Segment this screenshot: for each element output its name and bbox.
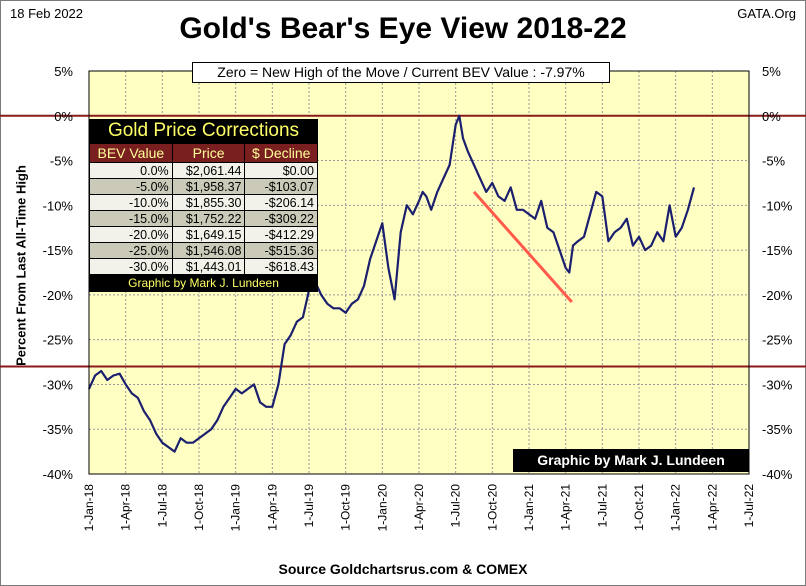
corrections-title: Gold Price Corrections bbox=[107, 120, 300, 141]
reference-lines bbox=[0, 114, 806, 368]
price-cell: $2,061.44 bbox=[171, 162, 246, 179]
header-bev: BEV Value bbox=[89, 143, 173, 163]
y-tick-label-left: 0% bbox=[54, 109, 73, 124]
x-tick-label: 1-Jan-19 bbox=[229, 484, 243, 532]
date-label: 18 Feb 2022 bbox=[10, 6, 84, 21]
header-price: Price bbox=[171, 143, 246, 163]
x-tick-label: 1-Jan-21 bbox=[522, 484, 536, 532]
table-row: -25.0% $1,546.08 -$515.36 bbox=[89, 242, 318, 259]
y-tick-label-right: -35% bbox=[762, 422, 793, 437]
bev-cell: -5.0% bbox=[89, 178, 173, 195]
y-tick-label-left: 5% bbox=[54, 64, 73, 79]
price-cell: $1,752.22 bbox=[171, 210, 246, 227]
series-layer bbox=[87, 114, 696, 453]
source-label: GATA.Org bbox=[737, 6, 796, 21]
x-tick-label: 1-Apr-19 bbox=[265, 484, 279, 531]
price-cell: $1,546.08 bbox=[171, 242, 246, 259]
x-tick-label: 1-Apr-22 bbox=[705, 484, 719, 531]
y-tick-label-left: -30% bbox=[43, 377, 74, 392]
y-tick-label-left: -10% bbox=[43, 198, 74, 213]
y-tick-label-right: -40% bbox=[762, 467, 793, 482]
y-tick-label-left: -35% bbox=[43, 422, 74, 437]
y-tick-label-right: 5% bbox=[762, 64, 781, 79]
table-row: -30.0% $1,443.01 -$618.43 bbox=[89, 258, 318, 275]
corrections-credit: Graphic by Mark J. Lundeen bbox=[128, 276, 279, 290]
decline-cell: -$618.43 bbox=[244, 258, 318, 275]
price-cell: $1,958.37 bbox=[171, 178, 246, 195]
x-tick-label: 1-Jan-20 bbox=[375, 484, 389, 532]
x-tick-label: 1-Jul-19 bbox=[302, 484, 316, 528]
x-tick-label: 1-Jul-21 bbox=[595, 484, 609, 528]
chart-title: Gold's Bear's Eye View 2018-22 bbox=[179, 12, 627, 45]
y-tick-label-right: 0% bbox=[762, 109, 781, 124]
bev-cell: -30.0% bbox=[89, 258, 173, 275]
bev-cell: -15.0% bbox=[89, 210, 173, 227]
table-row: -10.0% $1,855.30 -$206.14 bbox=[89, 194, 318, 211]
y-tick-label-right: -30% bbox=[762, 377, 793, 392]
decline-cell: $0.00 bbox=[244, 162, 318, 179]
y-tick-label-left: -20% bbox=[43, 288, 74, 303]
corrections-header-row: BEV Value Price $ Decline bbox=[89, 143, 318, 163]
decline-cell: -$103.07 bbox=[244, 178, 318, 195]
price-cell: $1,855.30 bbox=[171, 194, 246, 211]
price-cell: $1,443.01 bbox=[171, 258, 246, 275]
y-tick-label-left: -5% bbox=[50, 154, 74, 169]
x-tick-label: 1-Apr-20 bbox=[412, 484, 426, 531]
decline-cell: -$515.36 bbox=[244, 242, 318, 259]
x-tick-label: 1-Jan-22 bbox=[669, 484, 683, 532]
y-tick-label-left: -40% bbox=[43, 467, 74, 482]
y-axis-label: Percent From Last All-Time High bbox=[13, 165, 29, 366]
table-row: -15.0% $1,752.22 -$309.22 bbox=[89, 210, 318, 227]
decline-cell: -$412.29 bbox=[244, 226, 318, 243]
x-tick-label: 1-Jan-18 bbox=[82, 484, 96, 532]
x-tick-label: 1-Jul-20 bbox=[449, 484, 463, 528]
y-tick-label-right: -10% bbox=[762, 198, 793, 213]
decline-cell: -$309.22 bbox=[244, 210, 318, 227]
x-tick-label: 1-Jul-22 bbox=[742, 484, 756, 528]
y-tick-label-left: -15% bbox=[43, 243, 74, 258]
x-tick-label: 1-Apr-21 bbox=[559, 484, 573, 531]
gold-corrections-table: Gold Price Corrections BEV Value Price $… bbox=[89, 119, 318, 292]
graphic-credit: Graphic by Mark J. Lundeen bbox=[513, 449, 749, 472]
table-row: -20.0% $1,649.15 -$412.29 bbox=[89, 226, 318, 243]
y-tick-label-left: -25% bbox=[43, 333, 74, 348]
trend-line bbox=[472, 190, 573, 304]
bev-cell: -25.0% bbox=[89, 242, 173, 259]
bev-cell: -10.0% bbox=[89, 194, 173, 211]
bev-cell: -20.0% bbox=[89, 226, 173, 243]
y-tick-label-right: -5% bbox=[762, 154, 786, 169]
price-cell: $1,649.15 bbox=[171, 226, 246, 243]
bev-note-box: Zero = New High of the Move / Current BE… bbox=[192, 62, 610, 83]
header-decline: $ Decline bbox=[244, 143, 318, 163]
x-tick-label: 1-Jul-18 bbox=[155, 484, 169, 528]
x-tick-label: 1-Apr-18 bbox=[119, 484, 133, 531]
source-footer: Source Goldchartsrus.com & COMEX bbox=[278, 561, 528, 577]
table-row: 0.0% $2,061.44 $0.00 bbox=[89, 162, 318, 179]
table-row: -5.0% $1,958.37 -$103.07 bbox=[89, 178, 318, 195]
corrections-grid: BEV Value Price $ Decline 0.0% $2,061.44… bbox=[89, 143, 318, 275]
x-axis-ticks: 1-Jan-18 1-Apr-18 1-Jul-18 1-Oct-18 1-Jan-19… bbox=[82, 484, 756, 532]
gold-bev-line bbox=[87, 114, 696, 453]
x-tick-label: 1-Oct-20 bbox=[485, 484, 499, 531]
x-tick-label: 1-Oct-18 bbox=[192, 484, 206, 531]
y-tick-label-right: -25% bbox=[762, 333, 793, 348]
y-tick-label-right: -15% bbox=[762, 243, 793, 258]
y-tick-label-right: -20% bbox=[762, 288, 793, 303]
x-tick-label: 1-Oct-21 bbox=[632, 484, 646, 531]
y-axis-ticks: 5% 5% 0% 0% -5% -5% -10% -10% -15% -15% -20% -20% -2… bbox=[43, 64, 793, 482]
decline-cell: -$206.14 bbox=[244, 194, 318, 211]
bev-cell: 0.0% bbox=[89, 162, 173, 179]
x-tick-label: 1-Oct-19 bbox=[339, 484, 353, 531]
